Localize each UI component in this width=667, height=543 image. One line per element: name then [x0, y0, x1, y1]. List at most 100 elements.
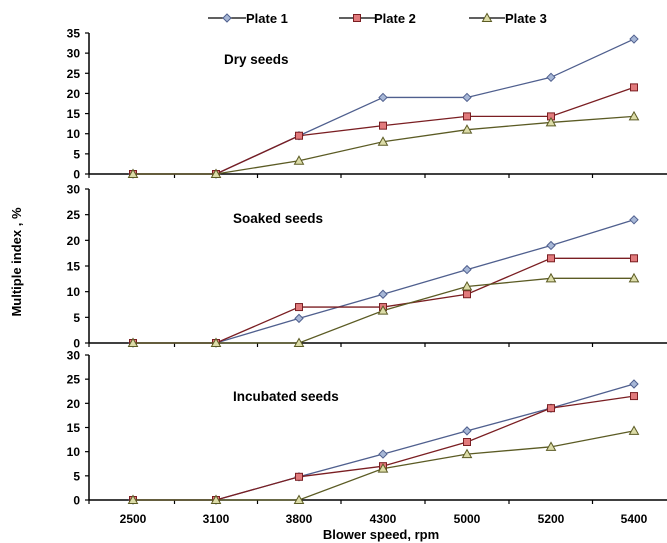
y-tick-label: 10	[67, 127, 81, 141]
legend: Plate 1 Plate 2 Plate 3	[208, 11, 547, 26]
data-point	[295, 303, 303, 312]
legend-marker-1	[222, 13, 232, 23]
data-point	[629, 379, 639, 389]
data-point	[546, 72, 556, 83]
y-tick-label: 15	[67, 107, 81, 121]
series-plate-1	[128, 215, 639, 348]
data-point	[378, 92, 388, 103]
x-tick-label: 5000	[454, 512, 481, 526]
data-point	[545, 441, 557, 451]
data-point	[293, 337, 305, 347]
x-tick-label: 5200	[538, 512, 565, 526]
y-tick-label: 25	[67, 373, 81, 387]
panel-1: 0 5 10 15 20 25 30 35 Dry seeds	[67, 27, 667, 182]
y-tick-label: 30	[67, 183, 81, 197]
panel-title: Incubated seeds	[233, 389, 339, 404]
y-tick-label: 0	[73, 494, 80, 508]
y-tick-label: 20	[67, 234, 81, 248]
data-point	[629, 34, 639, 44]
x-axis: 2500 3100 3800 4300 5000 5200 5400	[120, 512, 648, 526]
series-line	[133, 257, 634, 344]
y-tick-label: 0	[73, 337, 80, 351]
y-tick-label: 20	[67, 397, 81, 411]
data-point	[461, 124, 473, 134]
data-point	[379, 121, 387, 130]
panel-title: Soaked seeds	[233, 211, 323, 226]
y-tick-label: 25	[67, 67, 81, 81]
series-plate-2	[129, 392, 638, 504]
data-point	[463, 438, 471, 446]
data-point	[628, 110, 640, 121]
panel-title: Dry seeds	[224, 52, 289, 67]
series-line	[133, 38, 635, 175]
data-point	[210, 337, 222, 347]
legend-marker-3	[481, 12, 493, 22]
x-tick-label: 3100	[203, 512, 230, 526]
y-tick-label: 5	[73, 311, 80, 325]
panel-3: 0 5 10 15 20 25 30 Incubated seeds	[67, 349, 667, 508]
data-point	[463, 112, 471, 121]
data-point	[210, 494, 222, 504]
legend-marker-2	[353, 14, 361, 22]
data-point	[462, 92, 472, 103]
data-point	[378, 449, 388, 459]
x-tick-label: 3800	[286, 512, 313, 526]
y-tick-label: 10	[67, 285, 81, 299]
data-point	[127, 494, 139, 504]
data-point	[462, 264, 472, 275]
legend-label-2: Plate 2	[374, 11, 416, 26]
data-point	[377, 136, 389, 146]
y-tick-label: 30	[67, 47, 81, 61]
data-point	[295, 131, 303, 140]
data-point	[630, 83, 638, 92]
series-plate-1	[128, 379, 639, 505]
series-plate-3	[127, 110, 640, 178]
series-plate-3	[127, 425, 640, 504]
series-line	[133, 219, 635, 344]
series-plate-2	[129, 254, 638, 347]
data-point	[630, 254, 638, 263]
series-plate-3	[127, 272, 640, 347]
data-point	[293, 155, 305, 165]
data-point	[547, 254, 555, 263]
series-line	[133, 383, 635, 501]
data-point	[210, 168, 222, 178]
data-point	[294, 313, 304, 324]
data-point	[547, 404, 555, 413]
x-tick-label: 4300	[370, 512, 397, 526]
data-point	[462, 426, 472, 436]
data-point	[463, 290, 471, 299]
y-tick-label: 10	[67, 445, 81, 459]
x-tick-label: 5400	[621, 512, 648, 526]
data-point	[629, 215, 639, 225]
panel-2: 0 5 10 15 20 25 30 Soaked seeds	[67, 183, 667, 351]
data-point	[545, 272, 557, 283]
legend-label-1: Plate 1	[246, 11, 288, 26]
data-point	[628, 272, 640, 283]
x-axis-title: Blower speed, rpm	[323, 527, 439, 542]
y-tick-label: 5	[73, 469, 80, 483]
series-plate-1	[128, 34, 639, 179]
chart-panels: 0 5 10 15 20 25 30 35 Dry seeds 0 5 10 15 20 25 30 Soake…	[67, 27, 667, 508]
y-tick-label: 15	[67, 421, 81, 435]
y-tick-label: 15	[67, 260, 81, 274]
data-point	[461, 448, 473, 459]
series-line	[133, 395, 635, 501]
y-tick-label: 25	[67, 208, 81, 222]
data-point	[127, 337, 139, 347]
data-point	[293, 494, 305, 504]
legend-label-3: Plate 3	[505, 11, 547, 26]
data-point	[377, 463, 389, 473]
data-point	[545, 116, 557, 127]
y-tick-label: 5	[73, 147, 80, 161]
y-tick-label: 35	[67, 27, 81, 41]
data-point	[377, 305, 389, 315]
x-tick-label: 2500	[120, 512, 147, 526]
data-point	[628, 425, 640, 435]
y-tick-label: 20	[67, 87, 81, 101]
y-axis-title: Multiple index , %	[9, 207, 24, 317]
data-point	[378, 289, 388, 299]
data-point	[127, 168, 139, 178]
y-tick-label: 0	[73, 168, 80, 182]
